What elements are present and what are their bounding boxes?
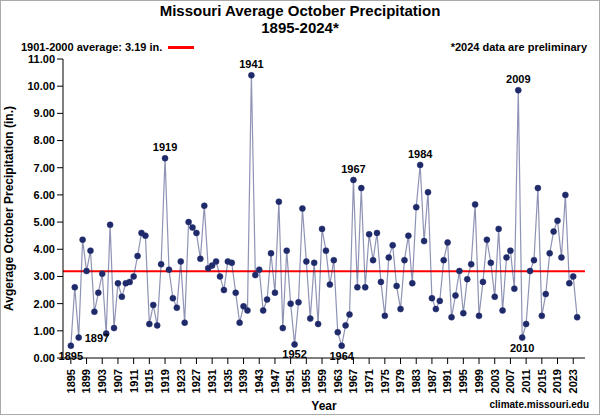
svg-text:1931: 1931: [206, 369, 218, 393]
svg-text:1975: 1975: [379, 369, 391, 393]
svg-text:1941: 1941: [239, 58, 263, 70]
html-text:climate.missouri.edu: climate.missouri.edu: [489, 399, 589, 410]
svg-text:3.00: 3.00: [34, 270, 55, 282]
svg-text:1919: 1919: [159, 369, 171, 393]
svg-text:1955: 1955: [300, 369, 312, 393]
svg-text:2023: 2023: [567, 369, 579, 393]
svg-text:1959: 1959: [316, 369, 328, 393]
svg-text:1963: 1963: [332, 369, 344, 393]
svg-text:2015: 2015: [536, 369, 548, 393]
svg-text:1967: 1967: [347, 369, 359, 393]
svg-text:1927: 1927: [190, 369, 202, 393]
svg-text:1987: 1987: [426, 369, 438, 393]
svg-text:2.00: 2.00: [34, 298, 55, 310]
svg-text:1967: 1967: [341, 163, 365, 175]
svg-text:1895: 1895: [59, 350, 83, 362]
svg-text:1952: 1952: [282, 348, 306, 360]
svg-text:1943: 1943: [253, 369, 265, 393]
svg-text:1903: 1903: [96, 369, 108, 393]
svg-text:2003: 2003: [489, 369, 501, 393]
svg-text:1911: 1911: [127, 369, 139, 393]
html-text:1895-2024*: 1895-2024*: [261, 19, 339, 36]
svg-text:1899: 1899: [80, 369, 92, 393]
svg-text:1979: 1979: [394, 369, 406, 393]
svg-text:Year: Year: [311, 399, 337, 413]
svg-text:0.00: 0.00: [34, 352, 55, 364]
svg-text:11.00: 11.00: [28, 53, 55, 65]
svg-text:1923: 1923: [175, 369, 187, 393]
svg-text:2019: 2019: [551, 369, 563, 393]
svg-text:2011: 2011: [520, 369, 532, 393]
svg-text:1991: 1991: [441, 369, 453, 393]
svg-text:1919: 1919: [153, 141, 177, 153]
svg-text:1951: 1951: [284, 369, 296, 393]
svg-text:1947: 1947: [269, 369, 281, 393]
svg-text:1971: 1971: [363, 369, 375, 393]
svg-text:1935: 1935: [222, 369, 234, 393]
svg-text:1915: 1915: [143, 369, 155, 393]
svg-text:2009: 2009: [506, 73, 530, 85]
svg-text:1983: 1983: [410, 369, 422, 393]
svg-text:1939: 1939: [237, 369, 249, 393]
svg-text:1895: 1895: [65, 369, 77, 393]
svg-text:Avgerage October Precipitation: Avgerage October Precipitation (in.): [8, 106, 16, 311]
svg-text:10.00: 10.00: [27, 80, 55, 92]
svg-text:1999: 1999: [473, 369, 485, 393]
svg-text:1897: 1897: [85, 332, 109, 344]
html-text:*2024 data are preliminary: *2024 data are preliminary: [450, 41, 587, 53]
svg-text:1995: 1995: [457, 369, 469, 393]
svg-text:1907: 1907: [112, 369, 124, 393]
svg-text:1.00: 1.00: [34, 325, 55, 337]
svg-text:6.00: 6.00: [34, 189, 55, 201]
svg-text:9.00: 9.00: [34, 107, 55, 119]
svg-text:2010: 2010: [510, 342, 534, 354]
svg-text:5.00: 5.00: [34, 216, 55, 228]
svg-text:2007: 2007: [504, 369, 516, 393]
svg-text:4.00: 4.00: [34, 243, 55, 255]
svg-text:1964: 1964: [329, 350, 354, 362]
html-text:1901-2000 average: 3.19 in.: 1901-2000 average: 3.19 in.: [21, 41, 163, 53]
svg-text:7.00: 7.00: [34, 162, 55, 174]
svg-text:1984: 1984: [408, 148, 433, 160]
svg-text:8.00: 8.00: [34, 134, 55, 146]
html-text:Missouri Average October Preci: Missouri Average October Precipitation: [159, 2, 441, 19]
